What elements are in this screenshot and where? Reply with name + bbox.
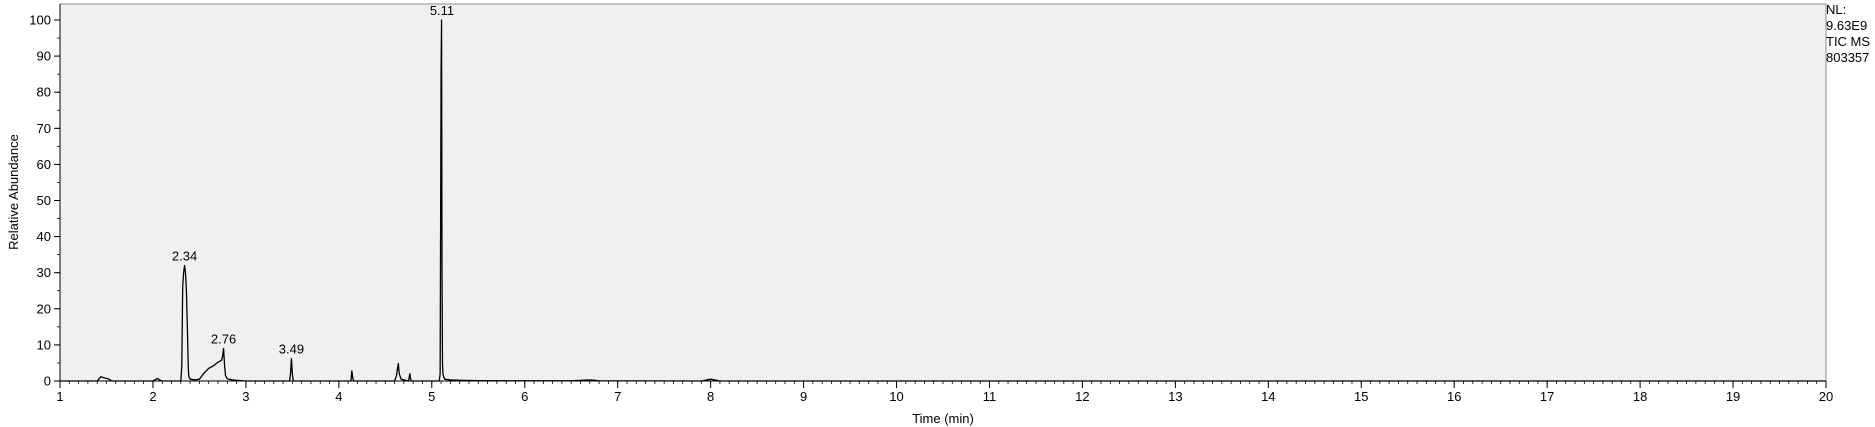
nl-label: NL: <box>1826 2 1847 17</box>
peak-label: 5.11 <box>430 3 454 18</box>
x-tick-label: 7 <box>614 389 621 404</box>
y-tick-label: 60 <box>37 157 51 172</box>
peak-label-layer: 2.34 2.76 3.49 5.11 <box>172 3 454 357</box>
x-tick-label: 15 <box>1354 389 1368 404</box>
x-axis-title: Time (min) <box>912 411 974 426</box>
x-tick-label: 11 <box>983 389 997 404</box>
y-tick-label: 40 <box>37 229 51 244</box>
y-tick-label: 100 <box>29 13 51 28</box>
x-tick-label: 3 <box>242 389 249 404</box>
file-id: 803357 <box>1826 50 1870 65</box>
tic-trace-line <box>60 19 1826 382</box>
x-tick-label: 18 <box>1633 389 1647 404</box>
x-tick-label: 20 <box>1819 389 1833 404</box>
x-tick-label: 12 <box>1075 389 1089 404</box>
tick-layer: 1 2 3 4 5 6 7 8 9 10 11 12 13 14 15 16 17 18 19 20010203040… <box>29 4 1833 404</box>
y-tick-label: 30 <box>37 265 51 280</box>
x-tick-label: 16 <box>1447 389 1461 404</box>
x-tick-label: 1 <box>56 389 63 404</box>
plot-area <box>59 3 1827 382</box>
y-tick-label: 20 <box>37 301 51 316</box>
peak-label: 2.34 <box>172 248 197 263</box>
x-tick-label: 2 <box>149 389 156 404</box>
x-tick-label: 4 <box>335 389 342 404</box>
y-tick-label: 50 <box>37 193 51 208</box>
peak-label: 2.76 <box>211 332 236 347</box>
x-tick-label: 8 <box>707 389 714 404</box>
y-tick-label: 90 <box>37 49 51 64</box>
trace-type: TIC MS <box>1826 34 1871 49</box>
x-tick-label: 19 <box>1726 389 1740 404</box>
y-tick-label: 80 <box>37 85 51 100</box>
normalization-info: NL: 9.63E9 TIC MS 803357 <box>1826 2 1870 66</box>
y-tick-label: 0 <box>44 374 51 389</box>
x-tick-label: 9 <box>800 389 807 404</box>
peak-label: 3.49 <box>279 342 304 357</box>
x-tick-label: 14 <box>1261 389 1275 404</box>
nl-value: 9.63E9 <box>1826 18 1868 33</box>
x-tick-label: 6 <box>521 389 528 404</box>
y-tick-label: 70 <box>37 121 51 136</box>
x-tick-label: 17 <box>1540 389 1554 404</box>
x-tick-label: 10 <box>889 389 903 404</box>
x-tick-label: 13 <box>1168 389 1182 404</box>
y-axis-title: Relative Abundance <box>6 134 21 250</box>
y-tick-label: 10 <box>37 337 51 352</box>
x-tick-label: 5 <box>428 389 435 404</box>
